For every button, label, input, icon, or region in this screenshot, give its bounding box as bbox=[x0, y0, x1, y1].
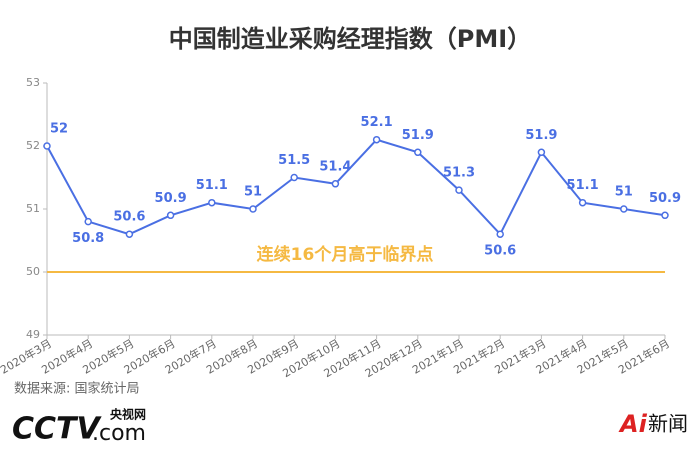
chart-title: 中国制造业采购经理指数（PMI） bbox=[169, 25, 531, 53]
y-tick-label: 51 bbox=[26, 202, 40, 215]
point bbox=[455, 186, 463, 194]
point bbox=[414, 148, 422, 157]
point bbox=[166, 211, 175, 220]
y-tick-label: 52 bbox=[26, 139, 40, 152]
point bbox=[331, 180, 340, 188]
data-label: 51 bbox=[615, 185, 633, 200]
logo-cctv: CCTV bbox=[12, 412, 102, 447]
data-label: 52 bbox=[50, 122, 68, 137]
line bbox=[46, 138, 666, 236]
data-label: 51 bbox=[244, 185, 262, 200]
point bbox=[249, 205, 257, 213]
data-label: 52.1 bbox=[361, 115, 393, 130]
point bbox=[620, 205, 628, 213]
data-label: 50.6 bbox=[484, 244, 516, 259]
y-tick-label: 53 bbox=[26, 76, 40, 89]
point bbox=[125, 230, 134, 238]
logo-news: 新闻 bbox=[648, 412, 688, 436]
logo-cctv-cn: 央视网 bbox=[110, 407, 146, 422]
source: 数据来源: 国家统计局 bbox=[14, 381, 140, 397]
data-label: 51.1 bbox=[196, 178, 228, 193]
data-label: 50.9 bbox=[649, 191, 681, 206]
y-tick-label: 50 bbox=[26, 265, 40, 278]
logo-com: .com bbox=[92, 421, 146, 446]
data-label: 51.9 bbox=[402, 128, 434, 143]
point bbox=[43, 142, 51, 150]
data-label: 50.9 bbox=[155, 191, 187, 206]
point bbox=[372, 135, 381, 144]
data-label: 51.9 bbox=[525, 128, 557, 143]
data-label: 50.8 bbox=[72, 231, 104, 246]
y-tick-label: 49 bbox=[26, 328, 40, 341]
point bbox=[537, 148, 546, 157]
data-label: 50.6 bbox=[113, 210, 145, 225]
point bbox=[496, 230, 504, 238]
point bbox=[578, 198, 587, 207]
point bbox=[208, 198, 216, 207]
data-label: 51.1 bbox=[567, 178, 599, 193]
logo-ai: Ai bbox=[618, 410, 648, 438]
data-label: 51.5 bbox=[278, 153, 310, 168]
data-label: 51.4 bbox=[319, 159, 351, 174]
point bbox=[84, 217, 92, 226]
reference-label: 连续16个月高于临界点 bbox=[257, 244, 434, 265]
point bbox=[290, 173, 298, 182]
data-label: 51.3 bbox=[443, 166, 475, 181]
point bbox=[661, 211, 669, 220]
